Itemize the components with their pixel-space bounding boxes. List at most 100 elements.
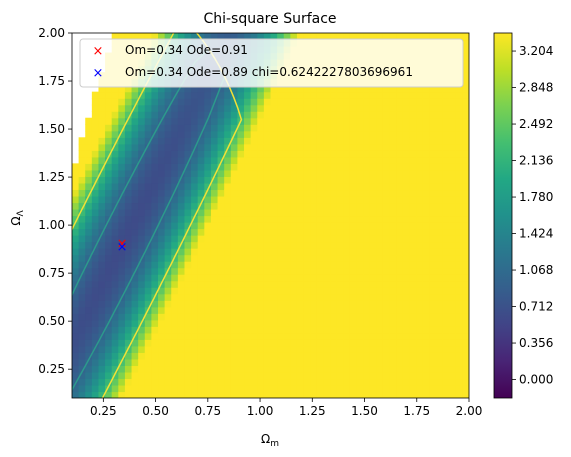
heatmap-cell	[204, 202, 212, 210]
heatmap-cell	[356, 378, 364, 386]
heatmap-cell	[316, 306, 325, 314]
heatmap-cell	[244, 378, 252, 386]
heatmap-cell	[422, 274, 430, 282]
heatmap-cell	[349, 169, 358, 177]
heatmap-cell	[442, 98, 450, 106]
heatmap-cell	[244, 202, 252, 210]
heatmap-cell	[78, 241, 86, 249]
heatmap-cell	[422, 293, 430, 301]
heatmap-cell	[270, 371, 278, 380]
heatmap-cell	[283, 352, 291, 360]
heatmap-cell	[416, 195, 424, 204]
heatmap-cell	[158, 293, 166, 301]
heatmap-cell	[336, 261, 344, 269]
heatmap-cell	[250, 98, 258, 106]
heatmap-cell	[303, 111, 311, 119]
heatmap-cell	[409, 169, 417, 177]
heatmap-cell	[164, 254, 172, 262]
heatmap-cell	[389, 352, 397, 360]
heatmap-cell	[217, 208, 225, 217]
heatmap-cell	[442, 319, 450, 327]
heatmap-cell	[91, 130, 100, 138]
heatmap-cell	[449, 378, 457, 386]
heatmap-cell	[283, 117, 291, 125]
heatmap-cell	[323, 117, 331, 125]
heatmap-cell	[409, 104, 417, 112]
heatmap-cell	[389, 124, 397, 132]
heatmap-cell	[164, 195, 172, 204]
heatmap-cell	[389, 215, 397, 223]
heatmap-cell	[376, 169, 384, 177]
heatmap-cell	[349, 189, 358, 197]
heatmap-cell	[376, 300, 384, 308]
heatmap-cell	[343, 384, 351, 393]
heatmap-cell	[356, 352, 364, 360]
heatmap-cell	[416, 332, 424, 340]
heatmap-cell	[435, 124, 444, 132]
heatmap-cell	[144, 130, 152, 138]
heatmap-cell	[330, 130, 338, 138]
heatmap-cell	[296, 391, 305, 398]
heatmap-cell	[409, 182, 417, 191]
heatmap-cell	[237, 228, 245, 236]
heatmap-cell	[303, 391, 311, 398]
heatmap-cell	[250, 169, 258, 177]
heatmap-cell	[230, 274, 239, 282]
heatmap-cell	[343, 358, 351, 367]
heatmap-cell	[72, 215, 80, 223]
heatmap-cell	[257, 85, 265, 93]
heatmap-cell	[177, 91, 186, 99]
heatmap-cell	[250, 287, 258, 295]
heatmap-cell	[98, 124, 106, 132]
heatmap-cell	[316, 267, 325, 275]
heatmap-cell	[105, 208, 113, 217]
heatmap-cell	[105, 176, 113, 184]
heatmap-cell	[197, 202, 205, 210]
heatmap-cell	[105, 345, 113, 353]
heatmap-cell	[124, 248, 133, 256]
heatmap-cell	[462, 208, 469, 217]
heatmap-cell	[237, 33, 245, 41]
heatmap-cell	[290, 332, 298, 340]
heatmap-cell	[349, 248, 358, 256]
heatmap-cell	[330, 332, 338, 340]
heatmap-cell	[369, 215, 377, 223]
heatmap-cell	[164, 182, 172, 191]
heatmap-cell	[323, 137, 331, 145]
heatmap-cell	[435, 248, 444, 256]
heatmap-cell	[283, 195, 291, 204]
y-tick-label: 2.00	[38, 26, 65, 40]
heatmap-cell	[303, 104, 311, 112]
heatmap-cell	[138, 104, 146, 112]
heatmap-cell	[277, 156, 285, 164]
heatmap-cell	[191, 104, 199, 112]
colorbar-tick-label: 2.492	[519, 117, 553, 131]
heatmap-cell	[363, 176, 371, 184]
heatmap-cell	[462, 358, 469, 367]
heatmap-cell	[323, 391, 331, 398]
heatmap-cell	[402, 215, 411, 223]
heatmap-cell	[330, 176, 338, 184]
heatmap-cell	[283, 332, 291, 340]
heatmap-cell	[124, 156, 133, 164]
heatmap-cell	[310, 306, 318, 314]
heatmap-cell	[217, 241, 225, 249]
heatmap-cell	[263, 104, 272, 112]
heatmap-cell	[118, 267, 126, 275]
heatmap-cell	[382, 91, 391, 99]
heatmap-cell	[98, 98, 106, 106]
heatmap-cell	[389, 91, 397, 99]
heatmap-cell	[369, 293, 377, 301]
heatmap-cell	[111, 391, 119, 398]
heatmap-cell	[442, 352, 450, 360]
heatmap-cell	[416, 189, 424, 197]
heatmap-cell	[349, 130, 358, 138]
heatmap-cell	[111, 300, 119, 308]
heatmap-cell	[296, 33, 305, 41]
heatmap-cell	[210, 371, 219, 380]
heatmap-cell	[98, 306, 106, 314]
heatmap-cell	[244, 91, 252, 99]
heatmap-cell	[197, 143, 205, 151]
heatmap-cell	[164, 358, 172, 367]
heatmap-cell	[356, 111, 364, 119]
